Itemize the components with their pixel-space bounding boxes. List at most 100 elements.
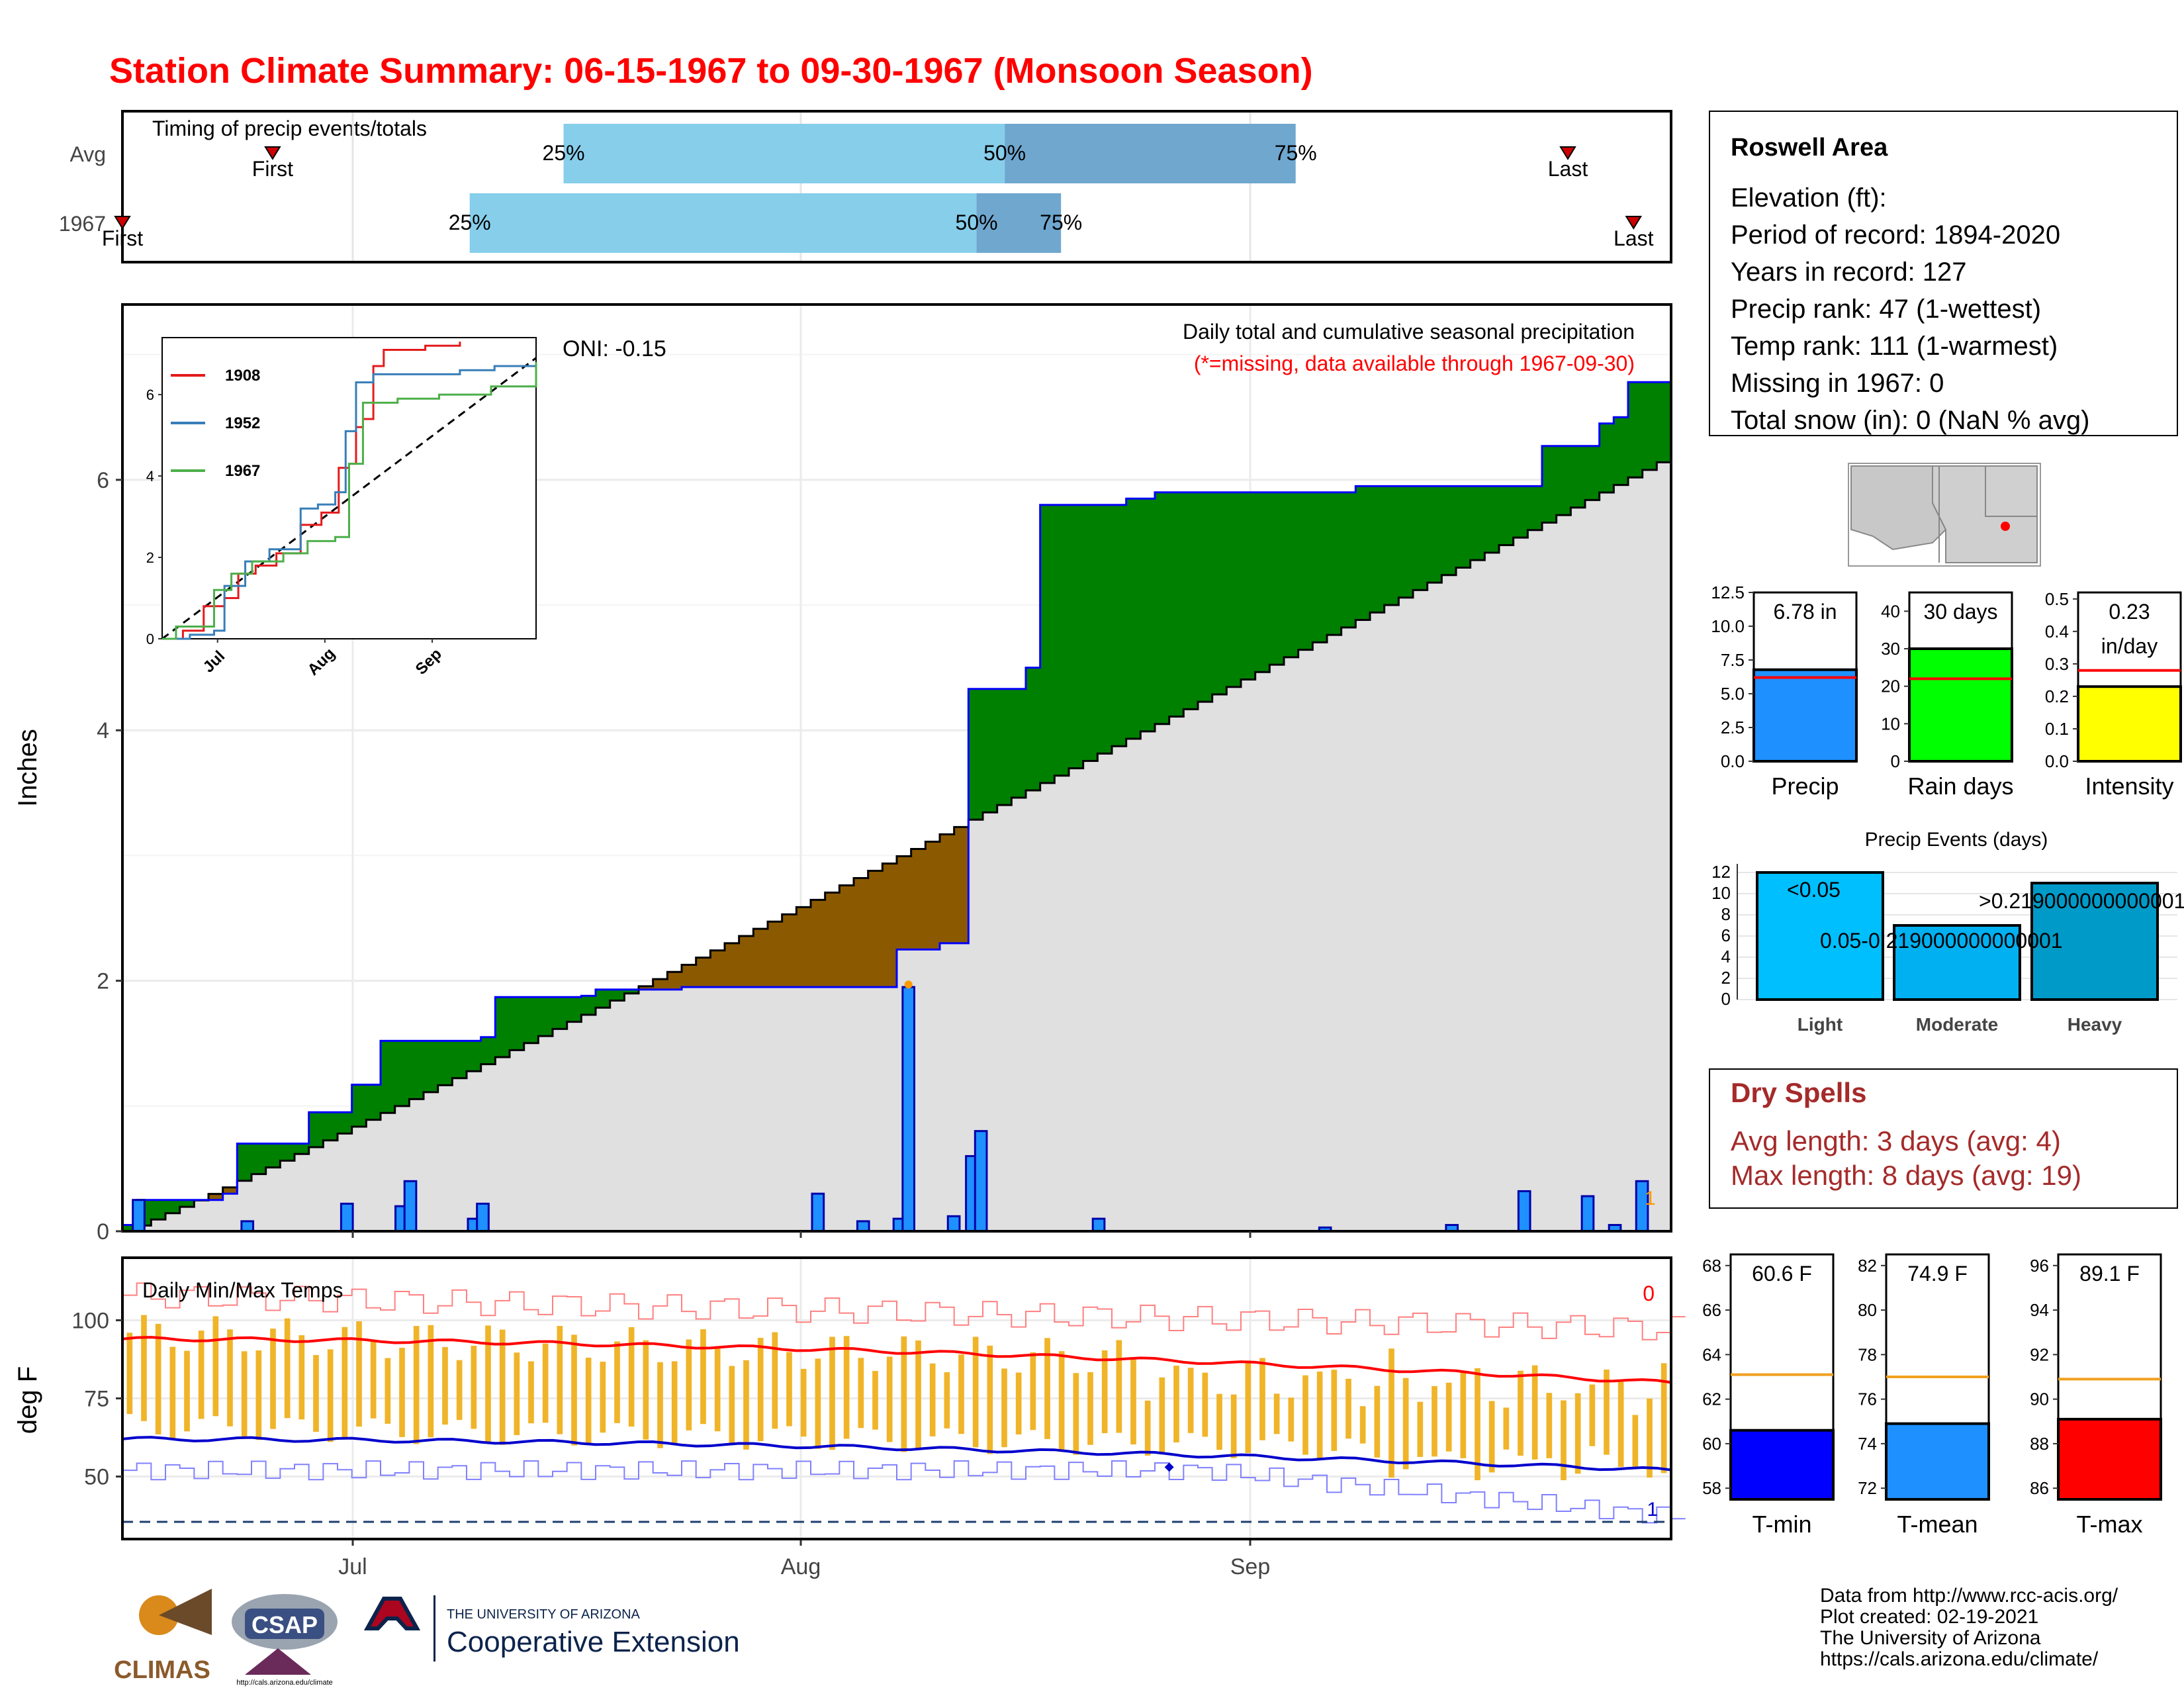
intensity-gauge-fill	[2077, 685, 2182, 763]
precip-ylabel: Inches	[13, 729, 42, 807]
surplus-segment	[1241, 492, 1256, 680]
daily-temp-range-bar	[772, 1332, 778, 1429]
daily-temp-range-bar	[1202, 1372, 1208, 1437]
daily-temp-range-bar	[671, 1361, 678, 1444]
daily-temp-range-bar	[1417, 1401, 1424, 1457]
daily-temp-range-bar	[399, 1347, 405, 1437]
events-tick-label: 10	[1711, 883, 1731, 903]
temps-y-tick-label: 50	[84, 1465, 109, 1490]
daily-temp-range-bar	[270, 1329, 276, 1429]
daily-temp-range-bar	[1574, 1393, 1581, 1474]
daily-temp-range-bar	[1144, 1400, 1151, 1456]
surplus-segment	[1312, 492, 1328, 643]
footer-line: Plot created: 02-19-2021	[1820, 1606, 2038, 1628]
tmax-gauge-tick-label: 94	[2030, 1300, 2049, 1320]
daily-temp-range-bar	[686, 1339, 692, 1430]
precip-gauge-tick-label: 7.5	[1721, 650, 1745, 670]
daily-temp-range-bar	[872, 1371, 878, 1430]
dry-spells-title: Dry Spells	[1731, 1077, 1866, 1108]
events-tick-label: 0	[1721, 989, 1731, 1009]
dry-avg-length: Avg length: 3 days (avg: 4)	[1731, 1125, 2061, 1156]
y-tick-label: 2	[97, 969, 109, 994]
events-title: Precip Events (days)	[1865, 829, 2048, 851]
min-marker	[1164, 1462, 1174, 1472]
events-category-label: Moderate	[1916, 1014, 1998, 1035]
surplus-segment	[1499, 486, 1514, 545]
deficit-segment	[639, 986, 654, 990]
surplus-segment	[467, 1041, 482, 1072]
surplus-segment	[1570, 445, 1586, 508]
events-tick-label: 2	[1721, 968, 1731, 988]
timing-bar-q25-q50	[563, 124, 1005, 183]
intensity-gauge-value: 0.23	[2109, 600, 2150, 624]
daily-temp-range-bar	[571, 1335, 577, 1446]
daily-temp-range-bar	[972, 1336, 979, 1448]
daily-temp-range-bar	[126, 1333, 133, 1415]
events-bar-light	[1756, 871, 1884, 1001]
daily-precip-bar	[403, 1180, 418, 1233]
daily-temp-range-bar	[585, 1357, 592, 1445]
surplus-segment	[1642, 382, 1657, 470]
timing-row-1967-label: 1967	[59, 212, 106, 236]
precip-gauge-tick-label: 0.0	[1721, 751, 1745, 771]
precip-gauge-fill	[1752, 668, 1858, 763]
tmax-gauge-tick-label: 96	[2030, 1256, 2049, 1276]
surplus-segment	[997, 688, 1012, 806]
record-max-line	[122, 1282, 1686, 1340]
precip-gauge-value: 6.78 in	[1773, 600, 1837, 624]
daily-temp-range-bar	[1331, 1370, 1338, 1451]
precip-caption: Daily total and cumulative seasonal prec…	[1183, 320, 1635, 344]
dry-spells-box: Dry Spells Avg length: 3 days (avg: 4) M…	[1709, 1068, 2178, 1209]
daily-temp-range-bar	[1288, 1397, 1295, 1442]
deficit-segment	[940, 834, 955, 943]
tmin-gauge-fill	[1729, 1429, 1835, 1501]
daily-temp-range-bar	[729, 1366, 735, 1445]
surplus-segment	[179, 1199, 195, 1207]
daily-temp-range-bar	[1173, 1366, 1179, 1443]
tmean-gauge-label: T-mean	[1897, 1511, 1978, 1538]
timing-q25-label: 25%	[449, 211, 491, 234]
temps-count-low: 1	[1647, 1499, 1658, 1521]
daily-temp-range-bar	[442, 1346, 448, 1425]
page-title: Station Climate Summary: 06-15-1967 to 0…	[109, 51, 1313, 91]
events-bar-moderate	[1893, 924, 2021, 1001]
daily-temp-range-bar	[1503, 1407, 1510, 1450]
timing-q50-label: 50%	[983, 141, 1026, 165]
daily-temp-range-bar	[929, 1363, 936, 1436]
tmin-gauge-tick-label: 58	[1702, 1478, 1721, 1498]
deficit-segment	[868, 870, 883, 988]
daily-temp-range-bar	[714, 1346, 721, 1432]
daily-temp-range-bar	[600, 1362, 606, 1433]
timing-row-avg-label: Avg	[69, 142, 106, 166]
surplus-segment	[1456, 486, 1471, 568]
daily-temp-range-bar	[542, 1343, 549, 1423]
footer: CLIMAS CSAP http://cals.arizona.edu/clim…	[114, 1585, 2118, 1687]
surplus-segment	[1226, 492, 1242, 687]
rain_days-gauge-value: 30 days	[1923, 600, 1997, 624]
timing-q75-label: 75%	[1275, 141, 1317, 165]
surplus-segment	[538, 997, 553, 1037]
deficit-segment	[911, 849, 926, 950]
surplus-segment	[553, 997, 568, 1029]
tmax-gauge-tick-label: 90	[2030, 1389, 2049, 1409]
deficit-segment	[696, 957, 711, 988]
daily-temp-range-bar	[815, 1358, 821, 1449]
daily-temp-range-bar	[1058, 1351, 1065, 1452]
daily-temp-range-bar	[141, 1315, 147, 1421]
tmax-gauge-label: T-max	[2076, 1511, 2142, 1538]
daily-temp-range-bar	[370, 1341, 377, 1419]
daily-precip-bar	[132, 1199, 146, 1233]
events-tick-label: 4	[1721, 947, 1731, 966]
deficit-segment	[839, 885, 854, 988]
tmin-gauge-tick-label: 66	[1702, 1300, 1721, 1320]
precip-gauge-label: Precip	[1771, 773, 1839, 800]
surplus-segment	[1069, 504, 1084, 769]
daily-precip-bar	[856, 1220, 870, 1233]
daily-temp-range-bar	[514, 1352, 520, 1435]
daily-temp-range-bar	[1302, 1375, 1308, 1455]
intensity-gauge-unit: in/day	[2101, 634, 2158, 658]
tmean-gauge-tick-label: 72	[1858, 1478, 1877, 1498]
deficit-segment	[222, 1187, 238, 1194]
surplus-segment	[394, 1041, 410, 1106]
